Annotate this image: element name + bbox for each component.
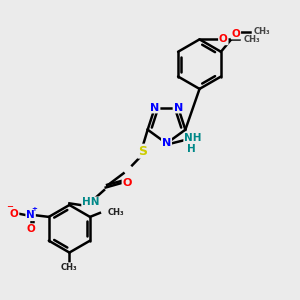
Text: O: O (122, 178, 132, 188)
Text: H: H (187, 144, 196, 154)
Text: O: O (26, 224, 35, 234)
Text: N: N (150, 103, 160, 112)
Text: CH₃: CH₃ (107, 208, 124, 217)
Text: N: N (26, 210, 35, 220)
Text: S: S (138, 145, 147, 158)
Text: N: N (162, 138, 171, 148)
Text: O: O (232, 28, 240, 39)
Text: HN: HN (82, 197, 100, 207)
Text: −: − (6, 202, 13, 211)
Text: NH: NH (184, 134, 202, 143)
Text: O: O (219, 34, 228, 44)
Text: O: O (10, 208, 19, 219)
Text: CH₃: CH₃ (254, 27, 271, 36)
Text: CH₃: CH₃ (61, 263, 78, 272)
Text: CH₃: CH₃ (244, 35, 260, 44)
Text: N: N (173, 103, 183, 112)
Text: +: + (32, 206, 38, 212)
